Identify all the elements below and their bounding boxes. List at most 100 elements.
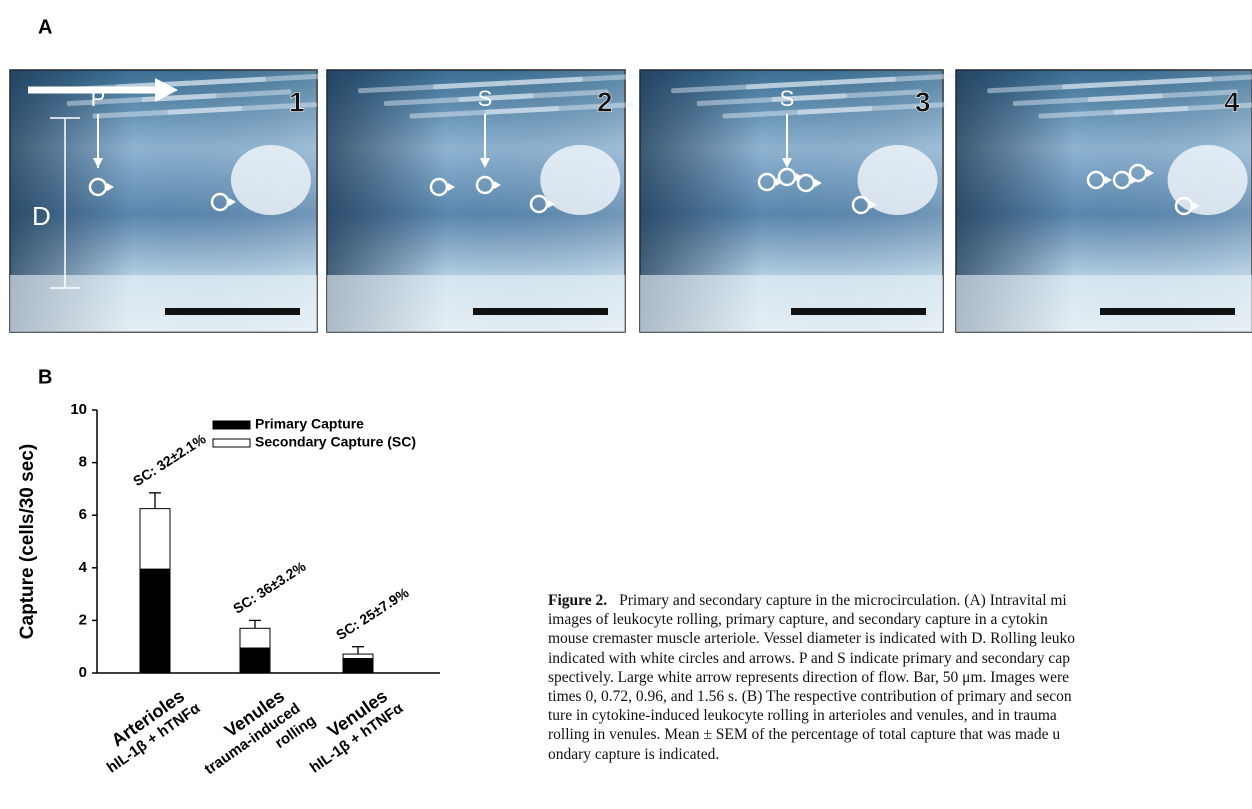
bar-segment bbox=[139, 508, 171, 570]
vessel-streak bbox=[190, 72, 341, 86]
cell-marker bbox=[1112, 170, 1132, 190]
bar-segment bbox=[342, 653, 374, 660]
annotation: SC: 36±3.2% bbox=[230, 558, 309, 617]
y-tick-label: 0 bbox=[79, 664, 87, 681]
image-number: 3 bbox=[915, 86, 931, 117]
caption-label: Figure 2. bbox=[548, 592, 608, 609]
bright-spot bbox=[857, 145, 938, 215]
marker-arrow-head bbox=[93, 158, 103, 168]
caption-text: Primary and secondary capture in the mic… bbox=[619, 592, 1067, 609]
cell-arrow bbox=[815, 179, 822, 187]
marker-label: P bbox=[91, 86, 106, 111]
vessel-streak bbox=[1113, 102, 1252, 115]
cell-arrow bbox=[448, 183, 455, 191]
marker-label: S bbox=[780, 86, 795, 111]
caption-line: ture in cytokine-induced leukocyte rolli… bbox=[548, 706, 1252, 725]
cell-arrow bbox=[494, 181, 501, 189]
vessel-streak bbox=[433, 76, 583, 90]
vessel-wall bbox=[956, 275, 1252, 332]
vessel-streak bbox=[746, 76, 896, 90]
cell-marker bbox=[1128, 163, 1148, 183]
vessel-streak bbox=[722, 105, 873, 119]
image-number: 4 bbox=[1224, 86, 1240, 117]
caption-line: indicated with white circles and arrows.… bbox=[548, 649, 1252, 668]
marker-arrow-head bbox=[480, 158, 490, 168]
cell-marker bbox=[429, 177, 449, 197]
vessel-wall bbox=[640, 275, 943, 332]
panel-label: B bbox=[38, 366, 52, 388]
vessel-streak bbox=[141, 89, 292, 103]
cell-marker bbox=[796, 173, 816, 193]
caption-text: mouse cremaster muscle arteriole. Vessel… bbox=[548, 630, 1075, 648]
micrograph: P D 1 bbox=[9, 69, 341, 333]
caption-line: ondary capture is indicated. bbox=[548, 745, 1252, 764]
legend-label: Secondary Capture (SC) bbox=[255, 434, 416, 450]
marker-label: S bbox=[478, 86, 493, 111]
legend-swatch bbox=[212, 438, 251, 448]
scale-bar bbox=[473, 308, 608, 315]
caption-line: spectively. Large white arrow represents… bbox=[548, 668, 1252, 687]
cell-arrow bbox=[107, 183, 114, 191]
legend-swatch bbox=[212, 420, 251, 430]
y-tick-label: 2 bbox=[79, 611, 87, 628]
cell-marker bbox=[851, 195, 871, 215]
figure-caption: Figure 2. Primary and secondary capture i… bbox=[548, 591, 1252, 764]
error-bar bbox=[352, 646, 364, 655]
y-tick-label: 6 bbox=[79, 506, 87, 523]
caption-text: images of leukocyte rolling, primary cap… bbox=[548, 611, 1048, 629]
vessel-streak bbox=[484, 102, 635, 115]
marker-label: D bbox=[32, 201, 51, 231]
vessel-streak bbox=[987, 80, 1137, 94]
caption-line: rolling in venules. Mean ± SEM of the pe… bbox=[548, 725, 1252, 744]
y-tick-label: 4 bbox=[79, 559, 88, 576]
cell-arrow bbox=[1147, 169, 1154, 177]
image-number: 1 bbox=[289, 86, 305, 117]
vessel-streak bbox=[1136, 72, 1252, 86]
vessel-streak bbox=[167, 102, 318, 115]
y-tick-label: 8 bbox=[79, 454, 87, 471]
vessel-streak bbox=[797, 102, 948, 115]
legend-label: Primary Capture bbox=[255, 416, 364, 432]
bright-spot bbox=[540, 145, 621, 215]
cell-arrow bbox=[229, 198, 236, 206]
panel-label: A bbox=[38, 16, 52, 38]
error-bar bbox=[249, 619, 261, 629]
cell-arrow bbox=[870, 201, 877, 209]
caption-text: ture in cytokine-induced leukocyte rolli… bbox=[548, 707, 1057, 725]
bright-spot bbox=[1167, 145, 1248, 215]
cell-marker bbox=[210, 192, 230, 212]
vessel-wall bbox=[10, 275, 317, 332]
vessel-streak bbox=[1038, 105, 1189, 119]
cell-marker bbox=[1086, 170, 1106, 190]
vessel-streak bbox=[771, 89, 922, 103]
bar-segment bbox=[342, 658, 374, 674]
vessel-streak bbox=[383, 93, 534, 106]
y-tick-label: 10 bbox=[70, 401, 87, 418]
cell-marker bbox=[757, 172, 777, 192]
bar-segment bbox=[239, 647, 271, 674]
y-axis-label: Capture (cells/30 sec) bbox=[17, 444, 38, 639]
vessel-streak bbox=[92, 105, 243, 119]
caption-text: spectively. Large white arrow represents… bbox=[548, 668, 1070, 686]
caption-line: mouse cremaster muscle arteriole. Vessel… bbox=[548, 629, 1252, 648]
error-bar bbox=[149, 492, 161, 509]
scale-bar bbox=[1100, 308, 1235, 315]
vessel-streak bbox=[409, 105, 560, 119]
vessel-streak bbox=[66, 93, 217, 106]
scale-bar bbox=[791, 308, 926, 315]
caption-text: indicated with white circles and arrows.… bbox=[548, 649, 1070, 667]
caption-text: ondary capture is indicated. bbox=[548, 745, 720, 763]
caption-line: Figure 2. Primary and secondary capture i… bbox=[548, 591, 1252, 610]
bar-segment bbox=[239, 627, 271, 649]
cell-arrow bbox=[1193, 202, 1200, 210]
vessel-streak bbox=[458, 89, 609, 103]
vessel-wall bbox=[327, 275, 625, 332]
micrograph: 4 bbox=[955, 69, 1252, 333]
caption-text: rolling in venules. Mean ± SEM of the pe… bbox=[548, 726, 1061, 744]
bright-spot bbox=[230, 145, 311, 215]
vessel-streak bbox=[1012, 93, 1163, 106]
cell-arrow bbox=[1105, 176, 1112, 184]
